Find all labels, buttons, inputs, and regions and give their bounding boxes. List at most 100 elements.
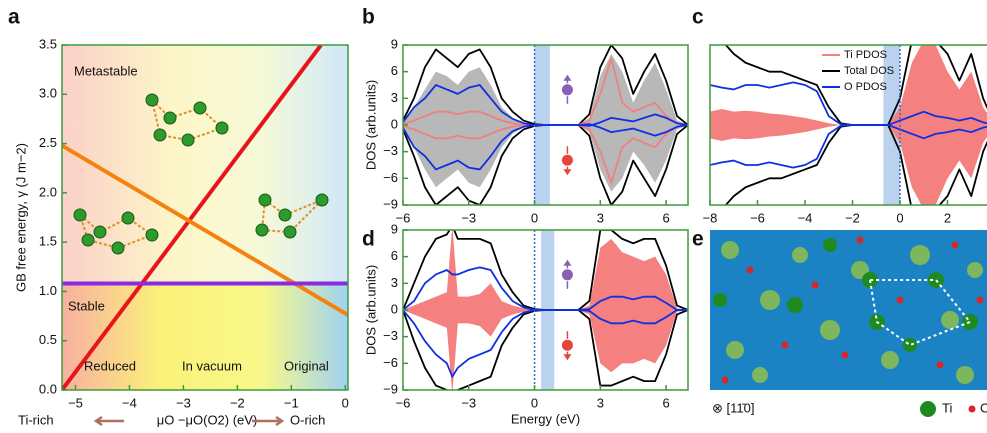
inset-atom bbox=[81, 233, 95, 247]
x-tick-label: −3 bbox=[176, 395, 191, 410]
y-tick-label: 6 bbox=[391, 63, 398, 78]
energy-line bbox=[62, 45, 323, 390]
axes-frame bbox=[61, 44, 349, 391]
y-tick-label: 9 bbox=[391, 221, 398, 236]
x-axis-label: Energy (eV) bbox=[511, 411, 580, 426]
x-tick-label: 0 bbox=[531, 395, 538, 410]
structure-image bbox=[710, 230, 987, 390]
x-tick-label: −2 bbox=[845, 210, 860, 225]
x-tick-label: 3 bbox=[597, 210, 604, 225]
x-tick-label: −2 bbox=[230, 395, 245, 410]
arrow bbox=[93, 415, 124, 427]
panel: −5 −4 −3 −2 −1 0 0.0 0.5 1.0 1.5 2.0 2.5 3.0 3.5 a GB f… bbox=[8, 6, 349, 428]
panel: −8 −6 −4 −2 0 2 c Ti PDOS Total DOS O PDOS bbox=[692, 6, 987, 225]
dos-area bbox=[403, 125, 688, 192]
x-tick-label: 2 bbox=[944, 210, 951, 225]
x-tick-label: 0 bbox=[531, 210, 538, 225]
legend-swatch bbox=[920, 401, 936, 417]
dos-line bbox=[403, 113, 688, 171]
x-tick-label: −4 bbox=[122, 395, 137, 410]
inset-atom bbox=[145, 228, 159, 242]
direction-label: ⊗ [11̄0] bbox=[712, 400, 754, 415]
annotation: Reduced bbox=[84, 358, 136, 373]
inset-atom bbox=[163, 111, 177, 125]
x-axis-label: μO −μO(O2) (eV) bbox=[157, 412, 258, 427]
spin-head bbox=[563, 74, 572, 81]
x-tick-label: −3 bbox=[461, 210, 476, 225]
legend-label: O PDOS bbox=[844, 81, 887, 93]
y-tick-label: 6 bbox=[391, 248, 398, 263]
dos-line bbox=[710, 124, 987, 169]
x-tick-label: −8 bbox=[703, 210, 718, 225]
x-tick-label: −1 bbox=[284, 395, 299, 410]
y-tick-label: −6 bbox=[383, 355, 398, 370]
dos-area bbox=[403, 310, 688, 390]
energy-line bbox=[62, 143, 348, 317]
plot-area bbox=[403, 45, 688, 205]
y-tick-label: 1.5 bbox=[39, 234, 57, 249]
annotation: Stable bbox=[68, 298, 105, 313]
y-tick-label: −9 bbox=[383, 381, 398, 396]
dos-area bbox=[403, 230, 688, 310]
inset-atom bbox=[278, 208, 292, 222]
inset-atom bbox=[258, 193, 272, 207]
inset-atom bbox=[215, 121, 229, 135]
y-tick-label: 0.0 bbox=[39, 381, 57, 396]
inset-atom bbox=[93, 225, 107, 239]
inset-atom bbox=[153, 128, 167, 142]
x-tick-label: 3 bbox=[597, 395, 604, 410]
spin-ball bbox=[560, 83, 574, 97]
annotation: Metastable bbox=[74, 63, 138, 78]
x-tick-label: 0 bbox=[342, 395, 349, 410]
panel-label: a bbox=[8, 6, 20, 29]
y-tick-label: 0 bbox=[391, 116, 398, 131]
plot-area bbox=[62, 45, 348, 390]
inset-atom bbox=[315, 193, 329, 207]
spin-head bbox=[563, 169, 572, 176]
y-tick-label: −6 bbox=[383, 170, 398, 185]
dos-area bbox=[710, 125, 987, 205]
x-tick-label: −3 bbox=[461, 395, 476, 410]
annotation: In vacuum bbox=[182, 358, 242, 373]
y-axis-label: DOS (arb.units) bbox=[363, 265, 378, 355]
x-tick-label: −6 bbox=[396, 395, 411, 410]
y-tick-label: −3 bbox=[383, 328, 398, 343]
spin-head bbox=[563, 354, 572, 361]
panel-label: e bbox=[692, 228, 704, 251]
background bbox=[62, 45, 348, 284]
inset-atom bbox=[121, 211, 135, 225]
plot-area bbox=[710, 45, 987, 205]
dos-area bbox=[403, 53, 688, 126]
y-tick-label: 2.5 bbox=[39, 135, 57, 150]
y-tick-label: −3 bbox=[383, 143, 398, 158]
legend-label: O bbox=[980, 400, 987, 415]
spin-head bbox=[563, 259, 572, 266]
inset-atom bbox=[193, 101, 207, 115]
spin-ball bbox=[560, 153, 574, 167]
inset-atom bbox=[255, 223, 269, 237]
y-tick-label: 3.5 bbox=[39, 36, 57, 51]
y-tick-label: 0.5 bbox=[39, 332, 57, 347]
arrow bbox=[252, 415, 285, 427]
y-axis-label: DOS (arb.units) bbox=[363, 80, 378, 170]
inset-atom bbox=[111, 241, 125, 255]
y-tick-label: 3 bbox=[391, 275, 398, 290]
panel-label: d bbox=[362, 228, 375, 251]
x-tick-label: 6 bbox=[662, 395, 669, 410]
y-axis-label: GB free energy, γ (J m−2) bbox=[13, 143, 28, 292]
y-tick-label: 1.0 bbox=[39, 283, 57, 298]
y-tick-label: 9 bbox=[391, 36, 398, 51]
x-tick-label: −5 bbox=[68, 395, 83, 410]
dos-area bbox=[710, 45, 987, 125]
x-tick-label: −6 bbox=[750, 210, 765, 225]
y-tick-label: 3 bbox=[391, 90, 398, 105]
inset-atom bbox=[73, 208, 87, 222]
spin-ball bbox=[560, 268, 574, 282]
plot-area bbox=[403, 230, 688, 390]
legend-label: Ti PDOS bbox=[844, 49, 887, 61]
legend-label: Ti bbox=[942, 400, 952, 415]
y-tick-label: −9 bbox=[383, 196, 398, 211]
